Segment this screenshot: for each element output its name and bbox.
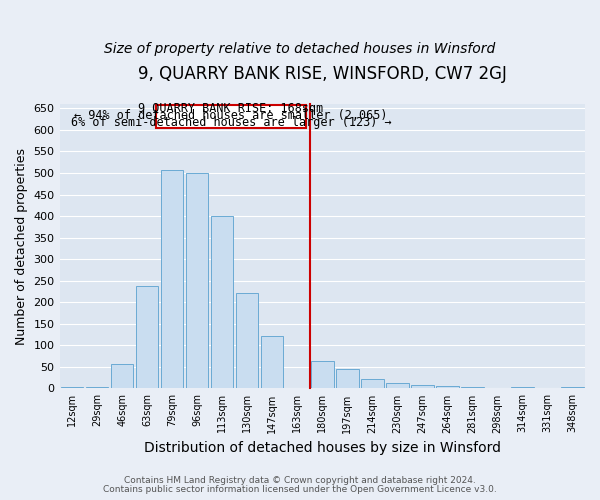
Bar <box>261 336 283 388</box>
Bar <box>61 387 83 388</box>
Bar <box>311 362 334 388</box>
Bar <box>211 216 233 388</box>
Text: Size of property relative to detached houses in Winsford: Size of property relative to detached ho… <box>104 42 496 56</box>
Text: ← 94% of detached houses are smaller (2,065): ← 94% of detached houses are smaller (2,… <box>74 109 388 122</box>
Bar <box>336 368 359 388</box>
Text: Contains public sector information licensed under the Open Government Licence v3: Contains public sector information licen… <box>103 485 497 494</box>
Bar <box>511 387 534 388</box>
X-axis label: Distribution of detached houses by size in Winsford: Distribution of detached houses by size … <box>144 441 501 455</box>
Text: 6% of semi-detached houses are larger (123) →: 6% of semi-detached houses are larger (1… <box>71 116 391 129</box>
Bar <box>436 386 458 388</box>
Bar <box>136 286 158 388</box>
Bar <box>161 170 184 388</box>
Text: 9 QUARRY BANK RISE: 168sqm: 9 QUARRY BANK RISE: 168sqm <box>139 102 323 115</box>
Bar <box>186 173 208 388</box>
Bar <box>236 293 259 388</box>
Text: Contains HM Land Registry data © Crown copyright and database right 2024.: Contains HM Land Registry data © Crown c… <box>124 476 476 485</box>
Bar <box>111 364 133 388</box>
Bar <box>361 379 383 388</box>
Title: 9, QUARRY BANK RISE, WINSFORD, CW7 2GJ: 9, QUARRY BANK RISE, WINSFORD, CW7 2GJ <box>138 65 507 83</box>
Bar <box>561 387 584 388</box>
Y-axis label: Number of detached properties: Number of detached properties <box>15 148 28 344</box>
Bar <box>461 386 484 388</box>
Bar <box>411 384 434 388</box>
Bar <box>386 383 409 388</box>
FancyBboxPatch shape <box>156 105 306 128</box>
Bar <box>86 387 109 388</box>
